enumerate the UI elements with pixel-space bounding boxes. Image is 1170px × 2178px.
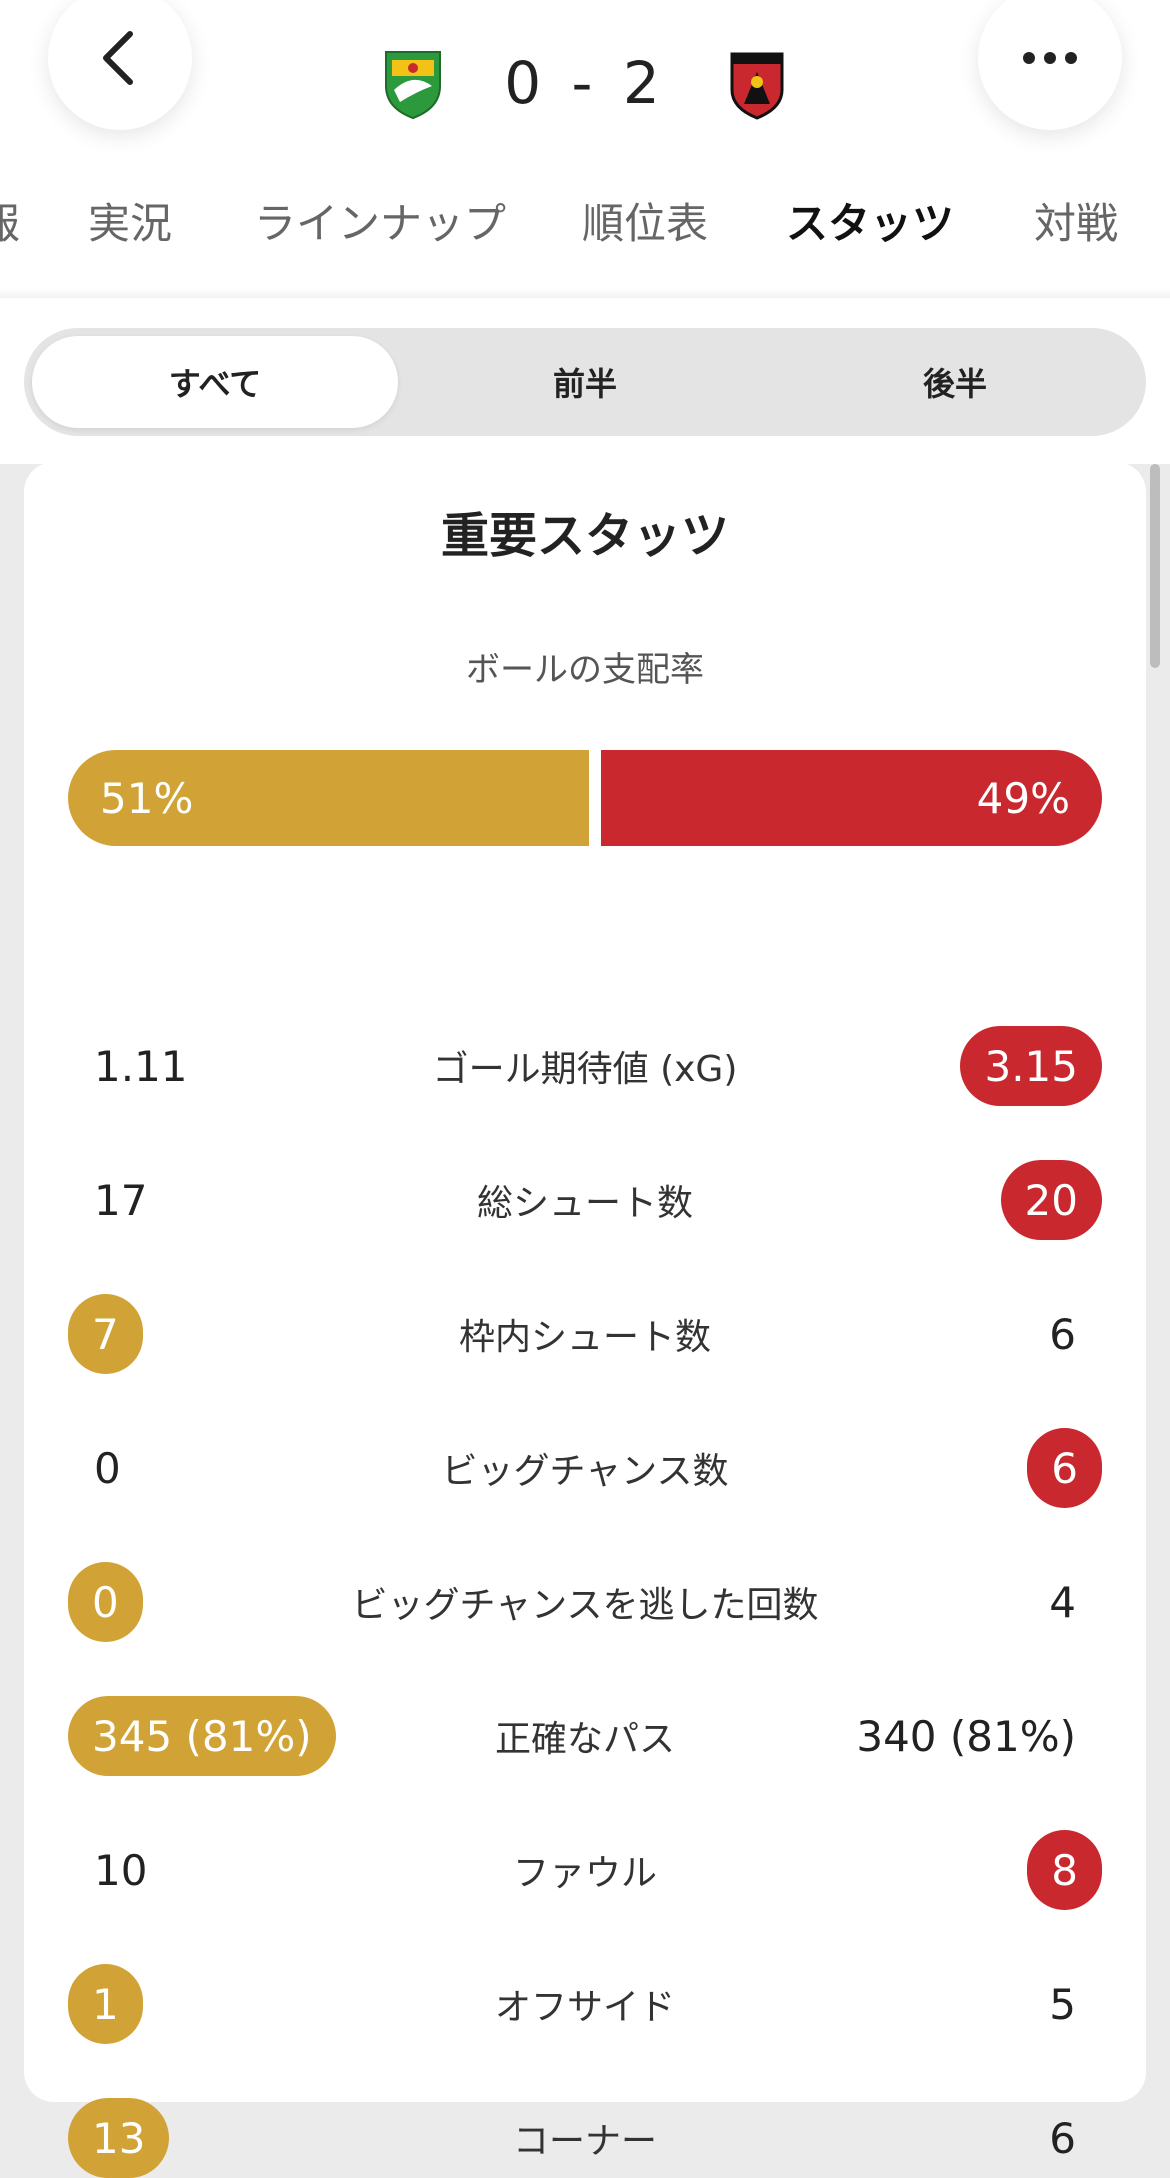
more-dots-icon — [1023, 52, 1077, 64]
stat-away-value: 6 — [1049, 1309, 1076, 1359]
chevron-left-icon — [103, 31, 133, 85]
stat-home-value: 1 — [68, 1964, 143, 2044]
away-team-crest[interactable] — [724, 46, 790, 120]
tabs-divider — [0, 288, 1170, 298]
stat-row: 総シュート数 17 20 — [68, 1160, 1102, 1240]
possession-bar: 51% 49% — [68, 750, 1102, 846]
stat-row: オフサイド 1 5 — [68, 1964, 1102, 2044]
possession-label: ボールの支配率 — [466, 650, 704, 690]
stat-away-value: 340 (81%) — [856, 1711, 1076, 1761]
tab-head-to-head[interactable]: 対戦 — [1034, 199, 1119, 248]
stat-label: 総シュート数 — [476, 1183, 693, 1224]
stat-row: ビッグチャンス数 0 6 — [68, 1428, 1102, 1508]
stat-label: コーナー — [512, 2121, 657, 2162]
stat-home-value: 10 — [94, 1845, 148, 1895]
stat-away-value: 5 — [1049, 1979, 1076, 2029]
back-button[interactable] — [48, 0, 192, 130]
stat-away-value: 8 — [1027, 1830, 1102, 1910]
segment-all[interactable]: すべて — [32, 336, 398, 428]
stat-label: ビッグチャンス数 — [441, 1451, 729, 1492]
stat-home-value: 0 — [68, 1562, 143, 1642]
stat-label: ファウル — [512, 1853, 657, 1894]
segment-second-half[interactable]: 後半 — [922, 365, 987, 403]
period-filter-bar: すべて 前半 後半 — [0, 298, 1170, 464]
possession-home: 51% — [68, 750, 589, 846]
stat-away-value: 4 — [1049, 1577, 1076, 1627]
match-header: 0 - 2 報 実況 ラインナップ 順位表 スタッツ 対戦 — [0, 0, 1170, 298]
stat-label: ビッグチャンスを逃した回数 — [351, 1585, 819, 1626]
stat-away-value: 6 — [1027, 1428, 1102, 1508]
stat-row: 枠内シュート数 7 6 — [68, 1294, 1102, 1374]
scrollbar[interactable] — [1150, 464, 1160, 668]
score-text: 0 - 2 — [504, 49, 666, 117]
stat-away-value: 20 — [1000, 1160, 1102, 1240]
stat-row: コーナー 13 6 — [68, 2098, 1102, 2178]
match-tabs: 報 実況 ラインナップ 順位表 スタッツ 対戦 — [0, 180, 1170, 260]
stat-label: 枠内シュート数 — [458, 1317, 711, 1358]
stat-home-value: 1.11 — [94, 1041, 188, 1091]
period-segmented-control: すべて 前半 後半 — [24, 328, 1146, 436]
stat-row: ファウル 10 8 — [68, 1830, 1102, 1910]
scoreboard: 0 - 2 — [380, 38, 790, 128]
stat-home-value: 345 (81%) — [68, 1696, 336, 1776]
home-team-crest[interactable] — [380, 46, 446, 120]
stat-home-value: 0 — [94, 1443, 121, 1493]
tab-commentary[interactable]: 実況 — [88, 199, 173, 248]
stat-away-value: 6 — [1049, 2113, 1076, 2163]
possession-away: 49% — [601, 750, 1102, 846]
stat-home-value: 7 — [68, 1294, 143, 1374]
key-stats-card: 重要スタッツ ボールの支配率 51% 49% ゴール期待値 (xG) 1.11 3.… — [24, 462, 1146, 2178]
tab-standings[interactable]: 順位表 — [582, 199, 709, 248]
card-title: 重要スタッツ — [440, 508, 729, 564]
stat-row: ゴール期待値 (xG) 1.11 3.15 — [68, 1026, 1102, 1106]
stat-label: ゴール期待値 (xG) — [432, 1049, 738, 1090]
stat-away-value: 3.15 — [960, 1026, 1102, 1106]
stat-home-value: 17 — [94, 1175, 148, 1225]
stat-row: 正確なパス 345 (81%) 340 (81%) — [68, 1696, 1102, 1776]
stat-label: オフサイド — [494, 1987, 675, 2028]
tab-lineup[interactable]: ラインナップ — [254, 199, 507, 248]
more-button[interactable] — [978, 0, 1122, 130]
segment-first-half[interactable]: 前半 — [552, 365, 617, 403]
tab-stats[interactable]: スタッツ — [786, 199, 955, 248]
stat-home-value: 13 — [68, 2098, 170, 2178]
stat-row: ビッグチャンスを逃した回数 0 4 — [68, 1562, 1102, 1642]
tab-info[interactable]: 報 — [0, 190, 20, 251]
